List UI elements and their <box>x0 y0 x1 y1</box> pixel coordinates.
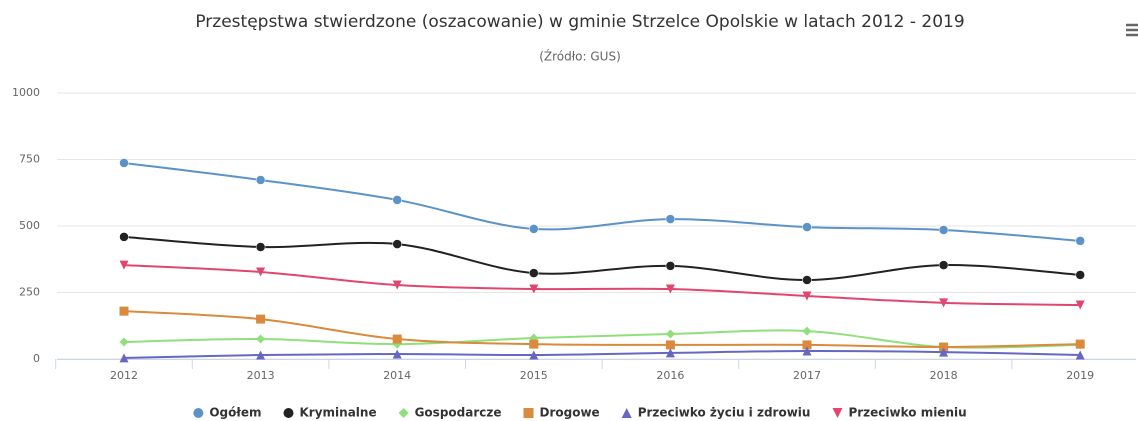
x-tick-label: 2012 <box>110 369 138 382</box>
point <box>1075 350 1085 360</box>
series-line <box>123 310 1081 349</box>
chart-subtitle: (Źródło: GUS) <box>539 49 621 64</box>
chart-title: Przestępstwa stwierdzone (oszacowanie) w… <box>195 12 964 32</box>
legend-label: Ogółem <box>209 406 261 420</box>
point <box>1075 270 1085 280</box>
point <box>392 349 402 359</box>
point <box>392 239 402 249</box>
legend-symbol <box>283 408 294 418</box>
point <box>119 306 129 316</box>
point <box>529 268 539 278</box>
point <box>802 275 812 285</box>
point <box>938 260 949 270</box>
point <box>255 242 266 252</box>
legend-label: Kryminalne <box>299 406 376 420</box>
x-tick-label: 2018 <box>930 369 958 382</box>
series-line <box>123 161 1081 242</box>
y-tick-label: 500 <box>19 219 40 232</box>
point <box>255 175 266 185</box>
point <box>665 284 675 294</box>
point <box>665 214 676 224</box>
legend-symbol <box>523 408 534 418</box>
point <box>802 340 812 350</box>
point <box>1075 300 1085 310</box>
x-tick-label: 2017 <box>793 369 821 382</box>
legend-symbol <box>398 408 409 418</box>
legend-label: Przeciwko życiu i zdrowiu <box>638 406 811 420</box>
point <box>1075 236 1085 246</box>
point <box>256 334 266 344</box>
legend-symbol <box>832 408 843 418</box>
legend: Ogółem Kryminalne Gospodarcze Drogowe Przeci… <box>193 406 967 420</box>
series-line <box>123 264 1081 307</box>
point <box>392 280 402 290</box>
point <box>802 222 812 232</box>
menu-button[interactable] <box>1126 23 1138 37</box>
point <box>119 353 129 363</box>
point <box>665 261 676 271</box>
x-tick-label: 2014 <box>383 369 411 382</box>
legend-label: Gospodarcze <box>415 406 502 420</box>
point <box>802 291 812 301</box>
legend-label: Przeciwko mieniu <box>848 406 966 420</box>
point <box>665 329 675 339</box>
legend-label: Drogowe <box>540 406 600 420</box>
point <box>256 350 266 360</box>
x-tick-label: 2015 <box>520 369 548 382</box>
x-tick-label: 2013 <box>247 369 275 382</box>
point <box>529 339 539 349</box>
point <box>119 260 129 270</box>
y-tick-label: 1000 <box>12 86 40 99</box>
point <box>665 348 675 358</box>
y-tick-label: 250 <box>19 286 40 299</box>
point <box>938 225 949 235</box>
series-line <box>123 329 1081 349</box>
point <box>939 298 949 308</box>
point <box>256 314 266 324</box>
point <box>939 342 949 352</box>
y-tick-label: 0 <box>33 352 40 365</box>
x-tick-label: 2016 <box>656 369 684 382</box>
point <box>1075 339 1085 349</box>
x-tick-label: 2019 <box>1066 369 1094 382</box>
point <box>256 267 266 277</box>
point <box>119 158 129 168</box>
point <box>529 224 539 234</box>
y-tick-label: 750 <box>19 153 40 166</box>
point <box>939 347 949 357</box>
point <box>802 326 812 336</box>
point <box>119 337 129 347</box>
point <box>529 350 539 360</box>
point <box>392 334 402 344</box>
point <box>392 195 402 205</box>
point <box>529 284 539 294</box>
series-line <box>123 350 1081 359</box>
point <box>665 340 675 350</box>
legend-symbol <box>621 408 632 418</box>
legend-symbol <box>193 408 204 418</box>
point <box>119 232 129 242</box>
series-line <box>123 235 1081 281</box>
point <box>802 346 812 356</box>
